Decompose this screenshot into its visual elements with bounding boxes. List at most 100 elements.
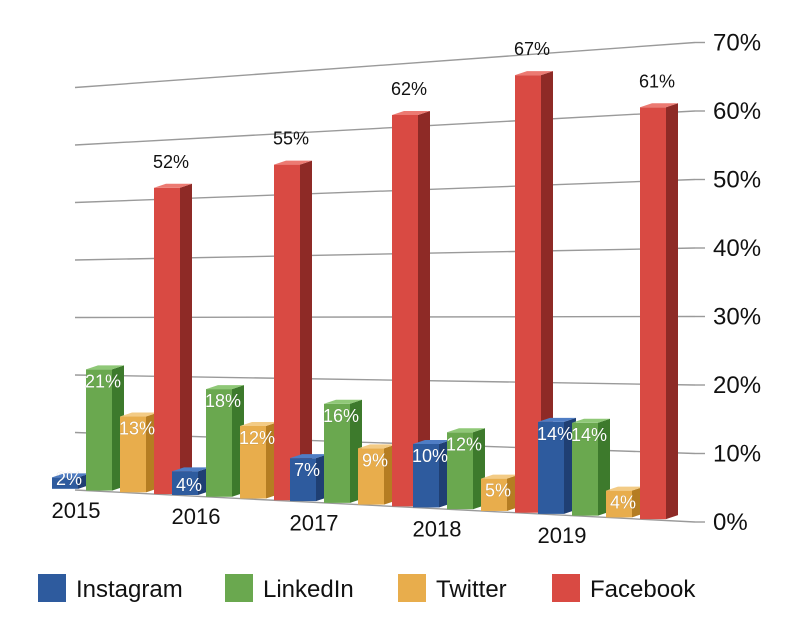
legend-swatch bbox=[398, 574, 426, 602]
legend-item-twitter: Twitter bbox=[398, 574, 507, 603]
bar-front-face bbox=[240, 426, 266, 499]
legend-item-linkedin: LinkedIn bbox=[225, 574, 354, 603]
legend-label: LinkedIn bbox=[263, 576, 354, 603]
bar-facebook-2016 bbox=[274, 160, 312, 501]
x-tick-label: 2019 bbox=[538, 523, 587, 548]
bar-top-face bbox=[572, 418, 610, 423]
data-label-twitter: 4% bbox=[610, 493, 636, 513]
y-axis: 0% 10% 20% 30% 40% 50% 60% 70% bbox=[695, 30, 761, 536]
bar-top-face bbox=[172, 467, 210, 472]
y-tick-label: 70% bbox=[713, 30, 761, 57]
x-axis: 2015 2016 2017 2018 2019 bbox=[52, 498, 587, 548]
bar-front-face bbox=[481, 478, 507, 511]
bar-front-face bbox=[392, 114, 418, 507]
bar-facebook-2018 bbox=[515, 71, 553, 513]
bar-facebook-2017 bbox=[392, 110, 430, 507]
bar-front-face bbox=[52, 477, 78, 489]
bar-top-face bbox=[86, 365, 124, 370]
bar-side-face bbox=[666, 103, 678, 520]
data-label-facebook: 67% bbox=[514, 39, 550, 59]
legend-item-facebook: Facebook bbox=[552, 574, 696, 603]
x-tick-label: 2017 bbox=[290, 510, 339, 535]
gridline bbox=[74, 489, 696, 523]
bar-top-face bbox=[640, 103, 678, 108]
data-label-twitter: 13% bbox=[119, 419, 155, 439]
data-label-linkedin: 14% bbox=[571, 425, 607, 445]
data-label-facebook: 52% bbox=[153, 152, 189, 172]
data-label-linkedin: 12% bbox=[446, 434, 482, 454]
bar-linkedin-2017 bbox=[324, 399, 362, 503]
bar-top-face bbox=[154, 183, 192, 188]
bar-front-face bbox=[538, 421, 564, 514]
bar-front-face bbox=[154, 187, 180, 495]
gridline bbox=[74, 110, 696, 146]
bar-facebook-2019 bbox=[640, 103, 678, 520]
bar-linkedin-2018 bbox=[447, 428, 485, 510]
legend-label: Facebook bbox=[590, 576, 696, 603]
data-label-instagram: 4% bbox=[176, 475, 202, 495]
bar-front-face bbox=[324, 403, 350, 503]
bar-top-face bbox=[120, 412, 158, 417]
bar-front-face bbox=[206, 389, 232, 497]
data-labels: 2%21%13%52%4%18%12%55%7%16%9%62%10%12%5%… bbox=[56, 39, 675, 513]
legend: Instagram LinkedIn Twitter Facebook bbox=[38, 574, 696, 603]
bar-top-face bbox=[481, 474, 519, 479]
bar-front-face bbox=[572, 422, 598, 516]
bar-twitter-2016 bbox=[240, 422, 278, 499]
bar-side-face bbox=[418, 110, 430, 507]
bar-top-face bbox=[358, 444, 396, 449]
y-tick-label: 30% bbox=[713, 304, 761, 331]
data-label-instagram: 2% bbox=[56, 469, 82, 489]
bar-top-face bbox=[240, 422, 278, 427]
bar-front-face bbox=[358, 448, 384, 505]
legend-label: Instagram bbox=[76, 576, 183, 603]
data-label-instagram: 7% bbox=[294, 460, 320, 480]
bar-top-face bbox=[52, 473, 90, 478]
bar-top-face bbox=[392, 110, 430, 115]
bars bbox=[52, 71, 678, 520]
bar-front-face bbox=[606, 490, 632, 518]
data-label-twitter: 9% bbox=[362, 450, 388, 470]
x-tick-label: 2015 bbox=[52, 498, 101, 523]
legend-swatch bbox=[552, 574, 580, 602]
data-label-instagram: 14% bbox=[537, 424, 573, 444]
bar-top-face bbox=[290, 454, 328, 459]
data-label-linkedin: 21% bbox=[85, 371, 121, 391]
legend-item-instagram: Instagram bbox=[38, 574, 183, 603]
legend-swatch bbox=[38, 574, 66, 602]
data-label-linkedin: 16% bbox=[323, 406, 359, 426]
bar-front-face bbox=[515, 75, 541, 513]
bar-top-face bbox=[538, 417, 576, 422]
x-tick-label: 2018 bbox=[413, 517, 462, 542]
bar-top-face bbox=[515, 71, 553, 76]
data-label-twitter: 12% bbox=[239, 428, 275, 448]
bar-front-face bbox=[290, 458, 316, 502]
data-label-twitter: 5% bbox=[485, 481, 511, 501]
bar-front-face bbox=[640, 107, 666, 520]
y-tick-label: 40% bbox=[713, 235, 761, 262]
y-tick-label: 60% bbox=[713, 98, 761, 125]
bar-side-face bbox=[180, 183, 192, 495]
data-label-facebook: 62% bbox=[391, 79, 427, 99]
bar-side-face bbox=[541, 71, 553, 513]
y-tick-label: 50% bbox=[713, 167, 761, 194]
data-label-instagram: 10% bbox=[412, 446, 448, 466]
bar-front-face bbox=[120, 416, 146, 493]
data-label-facebook: 61% bbox=[639, 71, 675, 91]
bar-top-face bbox=[447, 428, 485, 433]
bar-front-face bbox=[274, 164, 300, 501]
y-tick-label: 10% bbox=[713, 441, 761, 468]
y-tick-label: 0% bbox=[713, 509, 748, 536]
bar-top-face bbox=[413, 439, 451, 444]
legend-swatch bbox=[225, 574, 253, 602]
bar-front-face bbox=[447, 432, 473, 510]
bar-top-face bbox=[274, 160, 312, 165]
legend-label: Twitter bbox=[436, 576, 507, 603]
bar-top-face bbox=[324, 399, 362, 404]
gridline bbox=[74, 41, 696, 89]
bar-facebook-2015 bbox=[154, 183, 192, 495]
x-tick-label: 2016 bbox=[172, 504, 221, 529]
bar-top-face bbox=[606, 486, 644, 491]
bar-top-face bbox=[206, 385, 244, 390]
